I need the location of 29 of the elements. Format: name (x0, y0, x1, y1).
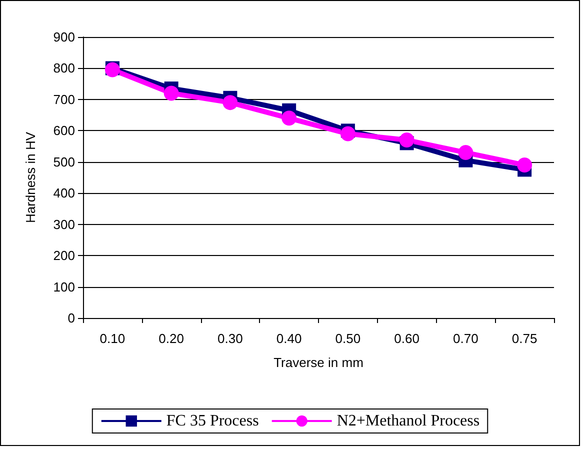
legend-label: N2+Methanol Process (336, 412, 480, 430)
y-tick-label: 700 (53, 92, 75, 107)
x-tick-label: 0.20 (158, 331, 184, 346)
point (399, 132, 414, 148)
x-tick-label: 0.70 (453, 331, 478, 346)
x-tick-label: 0.50 (335, 331, 361, 346)
x-tick-label: 0.10 (100, 331, 126, 346)
y-tick-label: 400 (53, 186, 75, 201)
y-tick-label: 600 (53, 123, 75, 138)
x-axis-title: Traverse in mm (274, 355, 364, 370)
y-tick-label: 0 (68, 310, 75, 326)
x-tick-label: 0.75 (512, 331, 538, 346)
x-tick-label: 0.40 (276, 331, 302, 346)
point (164, 86, 179, 101)
y-tick-label: 500 (53, 154, 75, 170)
y-tick-label: 200 (53, 248, 75, 264)
x-tick-label: 0.60 (394, 331, 420, 346)
legend-label: FC 35 Process (166, 412, 259, 430)
point (282, 110, 297, 126)
y-axis-title: Hardness in HV (23, 132, 38, 224)
y-tick-label: 800 (53, 60, 75, 76)
y-tick-label: 900 (53, 30, 75, 44)
y-tick-label: 100 (53, 279, 75, 294)
x-tick-label: 0.30 (218, 331, 243, 346)
y-tick-label: 300 (53, 216, 75, 232)
point (458, 145, 474, 160)
point (222, 95, 238, 110)
point (517, 158, 532, 173)
point (340, 126, 356, 142)
